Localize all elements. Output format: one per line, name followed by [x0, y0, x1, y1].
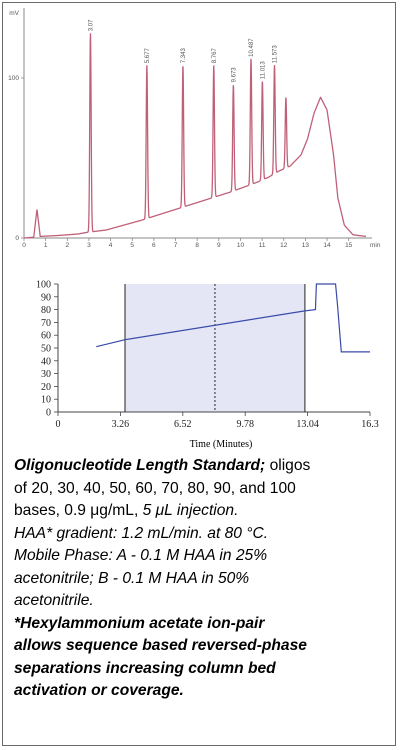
caption-line-3a: bases, 0.9 μg/mL,: [14, 502, 143, 519]
chromatogram-y-tick-label: 0: [15, 235, 19, 242]
gradient-x-tick-label: 6.52: [174, 419, 192, 430]
chromatogram-trace: [23, 33, 367, 239]
caption-line-4: HAA* gradient: 1.2 mL/min. at 80 °C.: [14, 524, 269, 542]
chromatogram-x-tick-label: 1: [44, 242, 48, 249]
gradient-y-tick-label: 100: [36, 280, 51, 291]
caption-line-11: activation or coverage.: [14, 682, 184, 699]
peak-label: 10.487: [249, 38, 255, 57]
gradient-y-tick-label: 50: [41, 344, 51, 355]
chromatogram-x-tick-label: 15: [345, 242, 353, 249]
gradient-y-tick-label: 40: [41, 356, 51, 367]
chromatogram-x-tick-label: 2: [65, 242, 69, 249]
chromatogram-x-tick-label: 3: [87, 242, 91, 249]
caption-title: Oligonucleotide Length Standard;: [14, 457, 266, 474]
caption-line-3b: 5 μL injection.: [142, 502, 239, 519]
caption-line-5: Mobile Phase: A - 0.1 M HAA in 25%: [14, 547, 268, 564]
chromatogram-x-tick-label: 10: [237, 242, 245, 249]
peak-label: 9.673: [231, 67, 237, 83]
gradient-y-tick-label: 30: [41, 369, 51, 380]
chromatogram-x-tick-label: 5: [130, 242, 134, 249]
gradient-y-tick-label: 80: [41, 305, 51, 316]
chromatogram-x-tick-label: 4: [109, 242, 113, 249]
peak-label: 11.013: [260, 61, 266, 80]
caption-line-7: acetonitrile.: [14, 592, 94, 609]
chromatogram-x-tick-label: 12: [280, 242, 288, 249]
gradient-y-tick-label: 20: [41, 382, 51, 393]
peak-label: 5.677: [145, 48, 151, 64]
figure-caption: Oligonucleotide Length Standard; oligos …: [14, 455, 392, 703]
gradient-y-tick-label: 70: [41, 318, 51, 329]
chromatogram-y-unit: mV: [9, 10, 19, 17]
chromatogram-x-tick-label: 6: [152, 242, 156, 249]
chromatogram-x-tick-label: 11: [259, 242, 266, 249]
caption-line-9: allows sequence based reversed-phase: [14, 637, 307, 654]
caption-line-10: separations increasing column bed: [14, 659, 276, 677]
figure-frame: [2, 2, 396, 746]
chromatogram-x-tick-label: 0: [22, 242, 26, 249]
gradient-x-tick-label: 0: [56, 419, 61, 430]
chromatogram-x-unit: min: [370, 242, 381, 249]
gradient-x-tick-label: 16.3: [361, 419, 379, 430]
gradient-x-tick-label: 13.04: [296, 419, 319, 430]
gradient-y-tick-label: 60: [41, 331, 51, 342]
chromatogram-x-tick-label: 13: [302, 242, 310, 249]
gradient-y-tick-label: 10: [41, 395, 51, 406]
gradient-y-tick-label: 90: [41, 292, 51, 303]
gradient-line: [96, 283, 370, 353]
chromatogram-x-tick-label: 9: [217, 242, 221, 249]
peak-label: 11.573: [273, 45, 279, 64]
peak-label: 3.07: [88, 19, 94, 31]
peak-label: 7.343: [181, 48, 187, 64]
gradient-x-tick-label: 3.26: [112, 419, 130, 430]
caption-line-1b: oligos: [265, 457, 311, 474]
chromatogram-x-tick-label: 7: [174, 242, 178, 249]
chromatogram-y-tick-label: 100: [8, 75, 19, 82]
caption-line-6: acetonitrile; B - 0.1 M HAA in 50%: [14, 569, 250, 587]
caption-line-2: of 20, 30, 40, 50, 60, 70, 80, 90, and 1…: [14, 479, 296, 497]
gradient-y-tick-label: 0: [46, 408, 51, 419]
chromatogram-x-tick-label: 14: [323, 242, 331, 249]
gradient-x-axis-label: Time (Minutes): [190, 439, 253, 450]
peak-label: 8.767: [212, 48, 218, 64]
caption-line-8: *Hexylammonium acetate ion-pair: [14, 614, 265, 632]
chromatogram-x-tick-label: 8: [195, 242, 199, 249]
gradient-x-tick-label: 9.78: [236, 419, 254, 430]
